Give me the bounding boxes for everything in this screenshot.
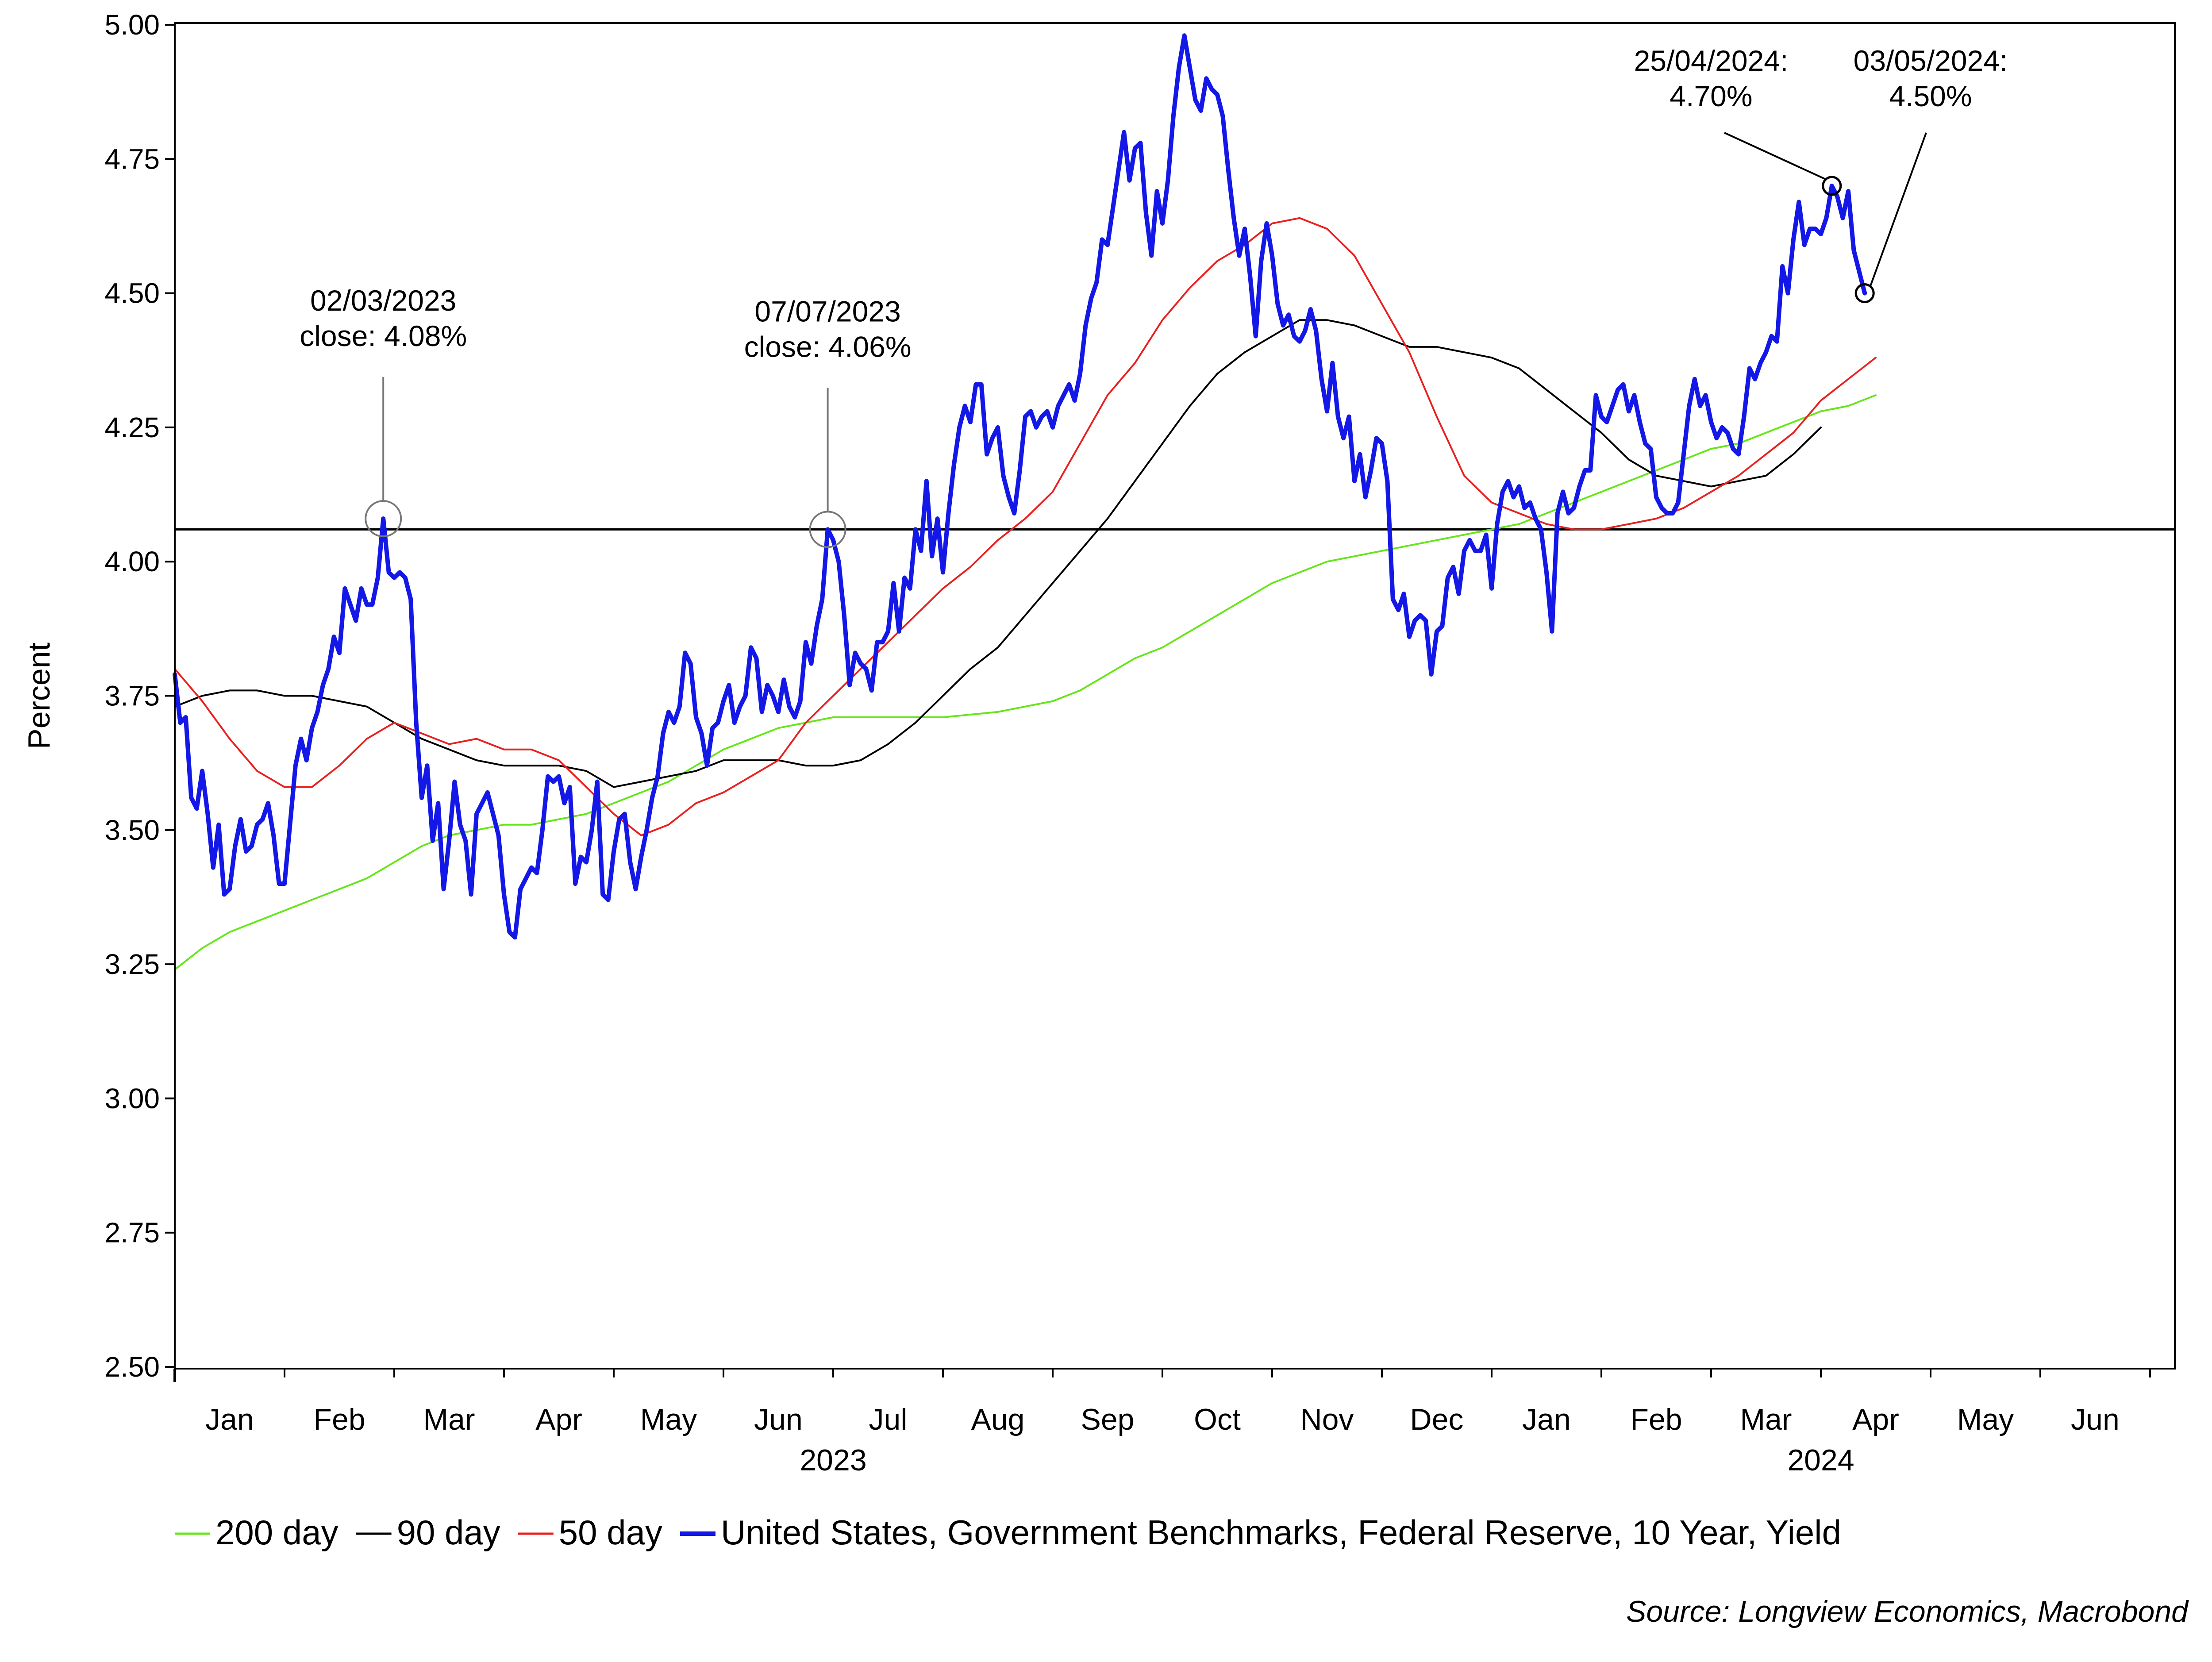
x-month-label: May: [1957, 1403, 2014, 1436]
y-tick-label: 3.00: [104, 1082, 160, 1114]
legend-label-4: United States, Government Benchmarks, Fe…: [721, 1513, 1841, 1552]
series-line-3: [174, 217, 1877, 836]
annotation-value: 4.70%: [1670, 80, 1752, 112]
annotation-marker: [1854, 283, 1875, 304]
y-tick-label: 5.00: [104, 9, 160, 41]
legend-label-3: 50 day: [559, 1513, 662, 1552]
x-month-label: Oct: [1194, 1403, 1241, 1436]
x-month-label: Feb: [1630, 1403, 1682, 1436]
x-year-label: 2023: [800, 1443, 866, 1477]
x-month-label: Apr: [1852, 1403, 1899, 1436]
annotation-date: 07/07/2023: [754, 295, 900, 327]
x-month-label: Jul: [869, 1403, 908, 1436]
x-month-label: Jun: [754, 1403, 803, 1436]
x-month-label: Mar: [1740, 1403, 1792, 1436]
x-month-label: Aug: [971, 1403, 1025, 1436]
annotation-date: 25/04/2024:: [1634, 44, 1789, 77]
legend: 200 day 90 day 50 day United States, Govern…: [175, 1513, 1841, 1552]
x-month-label: Feb: [313, 1403, 365, 1436]
annotation-date: 03/05/2024:: [1854, 44, 2008, 77]
annotation-marker: [365, 500, 402, 538]
x-month-label: Dec: [1410, 1403, 1464, 1436]
annotation-value: close: 4.06%: [744, 330, 912, 363]
x-month-label: Mar: [423, 1403, 475, 1436]
annotation-value: 4.50%: [1889, 80, 1972, 112]
annotation-leader: [1869, 132, 1927, 288]
y-axis-title: Percent: [22, 642, 56, 749]
series-line-2: [174, 319, 1822, 788]
x-month-label: May: [640, 1403, 697, 1436]
legend-label-2: 90 day: [397, 1513, 500, 1552]
y-tick-label: 2.75: [104, 1217, 160, 1249]
x-year-label: 2024: [1787, 1443, 1854, 1477]
series-layer: [173, 33, 1877, 971]
annotation-marker: [1822, 176, 1842, 196]
y-tick-label: 4.25: [104, 412, 160, 443]
y-tick-label: 4.00: [104, 546, 160, 577]
y-tick-label: 2.50: [104, 1351, 160, 1383]
y-tick-label: 3.50: [104, 814, 160, 846]
y-tick-label: 3.25: [104, 948, 160, 980]
annotation-value: close: 4.08%: [300, 319, 467, 352]
annotation-marker: [809, 511, 846, 548]
legend-label-1: 200 day: [215, 1513, 339, 1552]
y-tick-label: 3.75: [104, 680, 160, 712]
source-note: Source: Longview Economics, Macrobond: [1626, 1595, 2189, 1628]
y-tick-label: 4.75: [104, 143, 160, 175]
x-month-label: Jan: [1522, 1403, 1571, 1436]
x-month-label: Apr: [535, 1403, 582, 1436]
x-month-label: Jun: [2071, 1403, 2120, 1436]
series-line-4: [173, 33, 1867, 940]
x-month-label: Sep: [1081, 1403, 1135, 1436]
annotation-date: 02/03/2023: [310, 284, 456, 317]
y-tick-label: 4.50: [104, 277, 160, 309]
x-month-label: Nov: [1300, 1403, 1354, 1436]
axis-layer: 2.50 2.75 3.00 3.25 3.50 3.75 4.00 4.25 4.50 4.75…: [104, 9, 2151, 1477]
x-month-label: Jan: [205, 1403, 254, 1436]
annotation-leader: [1724, 132, 1827, 181]
